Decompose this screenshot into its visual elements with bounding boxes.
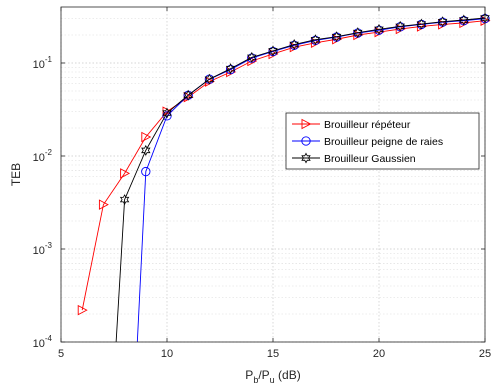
data-point — [331, 31, 342, 43]
data-point — [459, 14, 469, 26]
legend: Brouilleur répéteur Brouilleur peigne de … — [285, 112, 480, 170]
series-2 — [115, 12, 490, 343]
legend-label: Brouilleur peigne de raies — [324, 136, 443, 148]
data-point — [141, 131, 152, 143]
legend-marker — [301, 136, 311, 146]
legend-item: Brouilleur répéteur — [292, 118, 411, 131]
data-point — [162, 111, 172, 121]
data-point — [141, 166, 151, 177]
legend-marker — [301, 118, 312, 130]
x-tick-labels: 5 10 15 20 25 — [58, 348, 491, 360]
data-point — [247, 51, 257, 63]
data-point — [310, 34, 321, 46]
data-point — [204, 73, 215, 85]
x-tick-label: 15 — [267, 348, 279, 360]
data-point — [395, 20, 405, 32]
x-tick-label: 20 — [373, 348, 385, 360]
x-tick-label: 25 — [479, 348, 491, 360]
x-tick-label: 10 — [161, 348, 173, 360]
data-point — [141, 144, 151, 156]
legend-item: Brouilleur peigne de raies — [292, 136, 443, 148]
data-point — [268, 45, 278, 57]
y-tick-label: 10-3 — [33, 241, 53, 257]
data-point — [183, 89, 193, 101]
y-tick-label: 10-1 — [33, 55, 53, 71]
series-layer — [77, 12, 491, 343]
data-point — [353, 27, 363, 39]
x-axis-label: Pb/Pu (dB) — [245, 368, 300, 385]
legend-label: Brouilleur répéteur — [324, 119, 411, 131]
data-point — [437, 16, 448, 28]
x-tick-label: 5 — [58, 348, 64, 360]
data-point — [289, 39, 299, 50]
data-point — [77, 304, 88, 316]
y-tick-label: 10-4 — [33, 334, 53, 350]
y-tick-labels: 10-4 10-3 10-2 10-1 — [33, 55, 53, 350]
data-point — [162, 107, 172, 119]
series-line — [115, 17, 486, 343]
data-point — [416, 18, 427, 30]
legend-label: Brouilleur Gaussien — [324, 153, 416, 165]
y-tick-label: 10-2 — [33, 148, 53, 164]
legend-item: Brouilleur Gaussien — [292, 152, 416, 165]
legend-marker — [301, 152, 311, 164]
data-point — [98, 199, 109, 210]
y-axis-label: TEB — [9, 163, 23, 186]
data-point — [374, 23, 384, 35]
axis-ticks — [60, 7, 486, 343]
data-point — [120, 168, 131, 179]
data-point — [119, 194, 130, 206]
data-point — [247, 55, 258, 67]
data-point — [225, 63, 236, 75]
